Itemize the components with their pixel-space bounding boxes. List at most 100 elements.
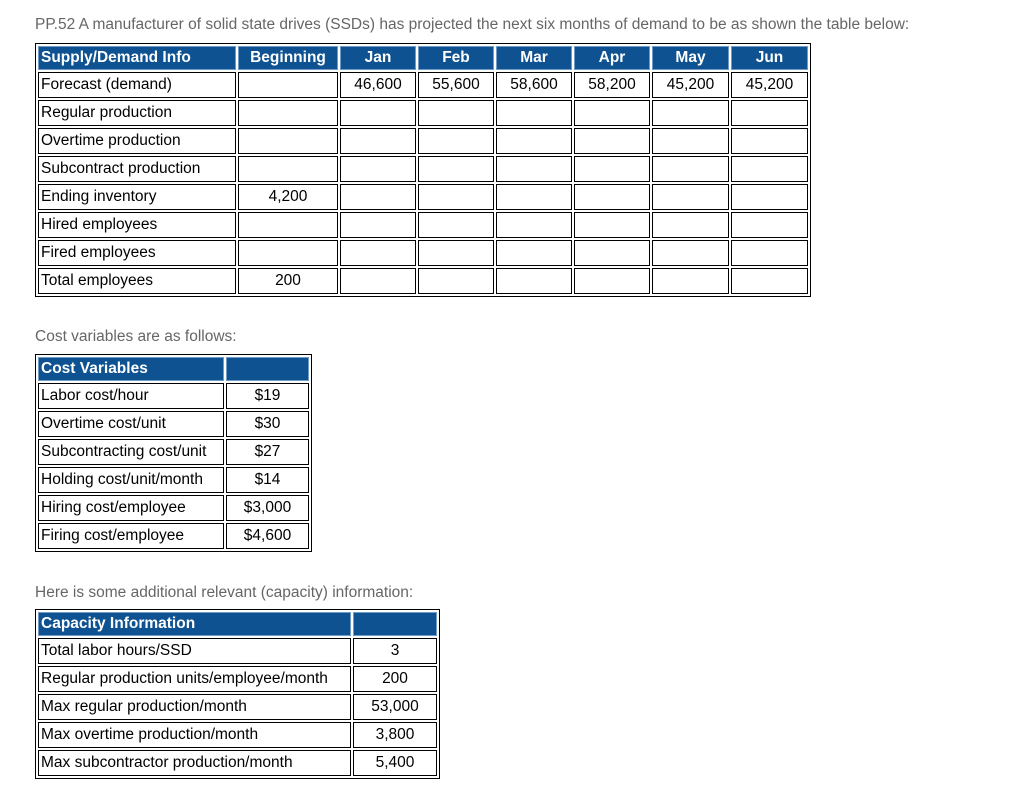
table-cell bbox=[574, 240, 650, 266]
table-row: Hiring cost/employee $3,000 bbox=[38, 495, 309, 521]
table-cell bbox=[238, 100, 338, 126]
table-cell bbox=[652, 212, 729, 238]
table-row: Holding cost/unit/month $14 bbox=[38, 467, 309, 493]
row-label: Hiring cost/employee bbox=[38, 495, 224, 521]
table-cell bbox=[418, 212, 494, 238]
row-label: Overtime production bbox=[38, 128, 236, 154]
table-row: Regular production bbox=[38, 100, 808, 126]
row-label: Subcontracting cost/unit bbox=[38, 439, 224, 465]
row-label: Firing cost/employee bbox=[38, 523, 224, 549]
table-row: Forecast (demand) 46,600 55,600 58,600 58,20… bbox=[38, 72, 808, 98]
table-row: Overtime production bbox=[38, 128, 808, 154]
header-supply-demand-info: Supply/Demand Info bbox=[38, 46, 236, 70]
table-cell bbox=[340, 100, 416, 126]
table-cell: 200 bbox=[238, 268, 338, 294]
table-cell bbox=[418, 100, 494, 126]
row-value: $30 bbox=[226, 411, 309, 437]
table-cell bbox=[418, 268, 494, 294]
table-cell bbox=[652, 156, 729, 182]
table-cell bbox=[496, 156, 572, 182]
table-cell: 58,200 bbox=[574, 72, 650, 98]
table-cell bbox=[238, 240, 338, 266]
table-row: Max regular production/month 53,000 bbox=[38, 694, 437, 720]
table-cell bbox=[238, 156, 338, 182]
table-row: Subcontracting cost/unit $27 bbox=[38, 439, 309, 465]
table-row: Firing cost/employee $4,600 bbox=[38, 523, 309, 549]
capacity-information-table: Capacity Information Total labor hours/S… bbox=[35, 609, 440, 779]
table-row: Max overtime production/month 3,800 bbox=[38, 722, 437, 748]
row-value: $19 bbox=[226, 383, 309, 409]
table-cell bbox=[418, 184, 494, 210]
table-cell: 4,200 bbox=[238, 184, 338, 210]
table-cell: 45,200 bbox=[652, 72, 729, 98]
header-cost-value bbox=[226, 357, 309, 381]
row-label: Max regular production/month bbox=[38, 694, 351, 720]
table-row: Total labor hours/SSD 3 bbox=[38, 638, 437, 664]
table-cell bbox=[496, 100, 572, 126]
table-header-row: Supply/Demand Info Beginning Jan Feb Mar… bbox=[38, 46, 808, 70]
table-cell bbox=[340, 184, 416, 210]
table-row: Ending inventory 4,200 bbox=[38, 184, 808, 210]
header-may: May bbox=[652, 46, 729, 70]
header-capacity-value bbox=[353, 612, 437, 636]
row-label: Holding cost/unit/month bbox=[38, 467, 224, 493]
table-cell bbox=[731, 268, 808, 294]
table-cell bbox=[340, 268, 416, 294]
table-cell bbox=[238, 128, 338, 154]
row-label: Max subcontractor production/month bbox=[38, 750, 351, 776]
table-cell bbox=[340, 128, 416, 154]
header-jan: Jan bbox=[340, 46, 416, 70]
table-cell bbox=[340, 240, 416, 266]
row-value: 3,800 bbox=[353, 722, 437, 748]
table-cell bbox=[340, 156, 416, 182]
table-cell bbox=[496, 184, 572, 210]
table-cell: 58,600 bbox=[496, 72, 572, 98]
table-cell bbox=[574, 212, 650, 238]
table-cell bbox=[574, 156, 650, 182]
cost-variables-table: Cost Variables Labor cost/hour $19 Overtim… bbox=[35, 354, 312, 552]
row-label: Fired employees bbox=[38, 240, 236, 266]
header-mar: Mar bbox=[496, 46, 572, 70]
table-cell bbox=[652, 184, 729, 210]
table-row: Hired employees bbox=[38, 212, 808, 238]
table-cell: 46,600 bbox=[340, 72, 416, 98]
table-cell bbox=[574, 184, 650, 210]
table-cell bbox=[731, 212, 808, 238]
table-cell bbox=[574, 100, 650, 126]
table-cell bbox=[574, 128, 650, 154]
row-value: $27 bbox=[226, 439, 309, 465]
table-header-row: Capacity Information bbox=[38, 612, 437, 636]
table-cell bbox=[652, 128, 729, 154]
header-beginning: Beginning bbox=[238, 46, 338, 70]
table-cell bbox=[731, 128, 808, 154]
supply-demand-table: Supply/Demand Info Beginning Jan Feb Mar… bbox=[35, 43, 811, 297]
row-value: $3,000 bbox=[226, 495, 309, 521]
row-label: Ending inventory bbox=[38, 184, 236, 210]
table-row: Subcontract production bbox=[38, 156, 808, 182]
table-cell bbox=[340, 212, 416, 238]
row-label: Forecast (demand) bbox=[38, 72, 236, 98]
table-cell bbox=[731, 184, 808, 210]
table-cell bbox=[496, 268, 572, 294]
header-cost-variables: Cost Variables bbox=[38, 357, 224, 381]
row-value: $14 bbox=[226, 467, 309, 493]
table-row: Regular production units/employee/month 2… bbox=[38, 666, 437, 692]
table-row: Total employees 200 bbox=[38, 268, 808, 294]
table-cell bbox=[652, 100, 729, 126]
row-label: Hired employees bbox=[38, 212, 236, 238]
row-value: 200 bbox=[353, 666, 437, 692]
table-cell bbox=[574, 268, 650, 294]
table-cell: 55,600 bbox=[418, 72, 494, 98]
header-feb: Feb bbox=[418, 46, 494, 70]
table-cell bbox=[238, 212, 338, 238]
table-cell bbox=[418, 128, 494, 154]
table-cell bbox=[418, 156, 494, 182]
table-cell bbox=[731, 240, 808, 266]
table-row: Labor cost/hour $19 bbox=[38, 383, 309, 409]
capacity-caption: Here is some additional relevant (capaci… bbox=[35, 584, 414, 601]
table-cell bbox=[418, 240, 494, 266]
table-cell bbox=[496, 212, 572, 238]
row-label: Total labor hours/SSD bbox=[38, 638, 351, 664]
table-row: Fired employees bbox=[38, 240, 808, 266]
table-row: Max subcontractor production/month 5,400 bbox=[38, 750, 437, 776]
